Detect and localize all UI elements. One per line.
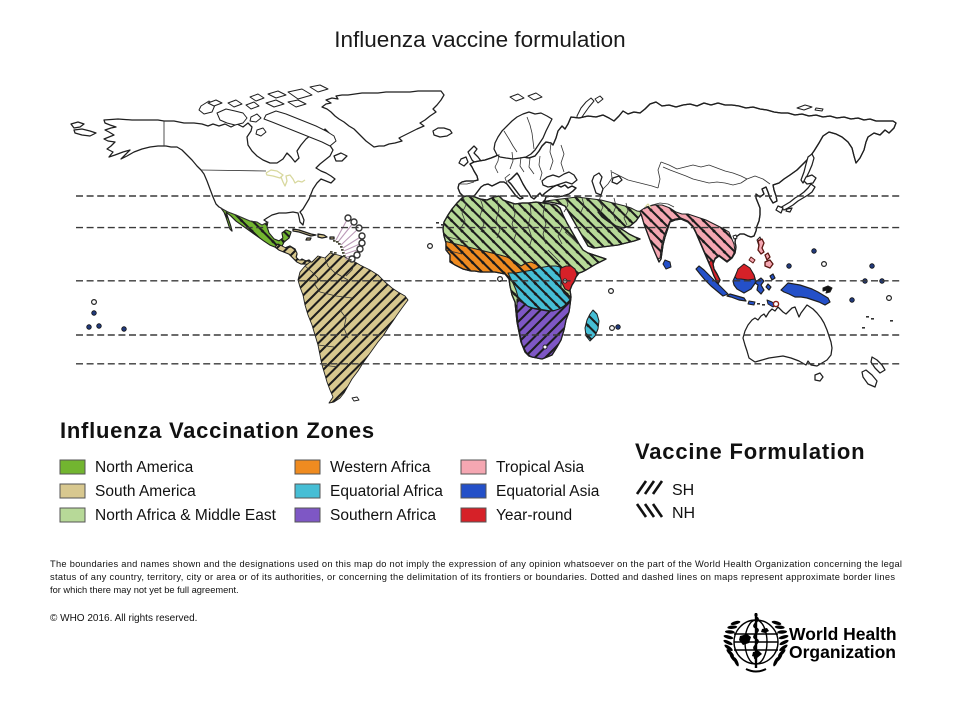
svg-text:Vaccine Formulation: Vaccine Formulation [635,439,865,464]
svg-text:Year-round: Year-round [496,507,572,524]
svg-text:NH: NH [672,505,695,522]
svg-text:Tropical Asia: Tropical Asia [496,459,585,476]
svg-text:North America: North America [95,459,194,476]
svg-text:Western Africa: Western Africa [330,459,431,476]
svg-text:Organization: Organization [789,642,896,662]
svg-text:Southern Africa: Southern Africa [330,507,436,524]
svg-text:The boundaries and names shown: The boundaries and names shown and the d… [50,559,902,569]
svg-text:Equatorial Asia: Equatorial Asia [496,483,600,500]
svg-text:status of any country, territo: status of any country, territory, city o… [50,572,895,582]
svg-text:for which there may not yet be: for which there may not yet be full agre… [50,585,239,595]
svg-text:World Health: World Health [789,624,897,644]
svg-text:Equatorial Africa: Equatorial Africa [330,483,443,500]
svg-text:South America: South America [95,483,196,500]
svg-text:Influenza Vaccination Zones: Influenza Vaccination Zones [60,418,375,443]
svg-text:© WHO 2016. All rights reserve: © WHO 2016. All rights reserved. [50,613,197,624]
svg-text:North Africa & Middle East: North Africa & Middle East [95,507,277,524]
svg-text:Influenza vaccine formulation: Influenza vaccine formulation [334,27,625,52]
svg-text:SH: SH [672,482,694,499]
